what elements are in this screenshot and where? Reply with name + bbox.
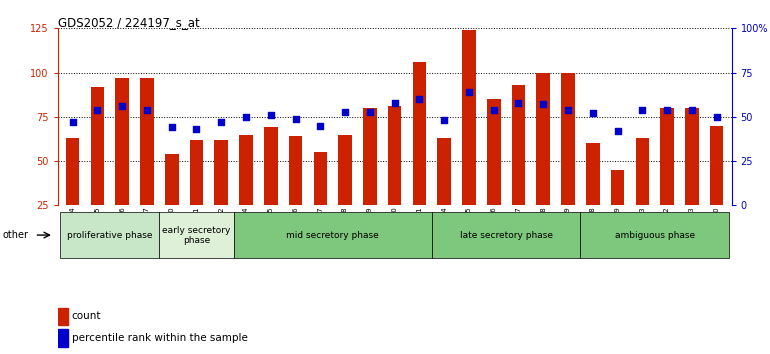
Bar [58,329,68,347]
Bar [537,73,550,205]
Bar [264,127,278,205]
Point [487,107,500,113]
Bar [289,136,303,205]
Point [463,89,475,95]
Point [438,118,450,123]
Point [166,125,178,130]
Point [265,112,277,118]
Bar [511,85,525,205]
Bar [91,87,104,205]
Point [388,100,400,105]
Point [190,126,203,132]
Bar [388,106,401,205]
Bar [214,140,228,205]
Bar [65,138,79,205]
Point [91,107,103,113]
Text: percentile rank within the sample: percentile rank within the sample [72,333,247,343]
Bar [189,140,203,205]
Text: proliferative phase: proliferative phase [67,231,152,240]
Point [512,100,524,105]
Bar [413,62,427,205]
Text: mid secretory phase: mid secretory phase [286,231,379,240]
Point [611,128,624,134]
Point [239,114,252,120]
Bar [685,108,698,205]
Bar [635,138,649,205]
Bar [432,212,581,258]
Point [314,123,326,129]
Bar [487,99,500,205]
Text: GDS2052 / 224197_s_at: GDS2052 / 224197_s_at [58,16,199,29]
Bar [661,108,674,205]
Text: count: count [72,312,101,321]
Bar [140,78,154,205]
Bar [116,78,129,205]
Point [215,119,227,125]
Bar [60,212,159,258]
Point [413,96,426,102]
Point [141,107,153,113]
Point [116,103,129,109]
Bar [561,73,575,205]
Bar [710,126,724,205]
Point [686,107,698,113]
Text: late secretory phase: late secretory phase [460,231,553,240]
Bar [313,152,327,205]
Bar [58,308,68,325]
Bar [239,135,253,205]
Bar [611,170,624,205]
Point [636,107,648,113]
Text: early secretory
phase: early secretory phase [162,226,231,245]
Point [537,102,550,107]
Point [363,109,376,114]
Bar [363,108,377,205]
Point [562,107,574,113]
Bar [437,138,451,205]
Point [661,107,673,113]
Bar [165,154,179,205]
Point [339,109,351,114]
Point [66,119,79,125]
Bar [586,143,600,205]
Bar [159,212,233,258]
Text: ambiguous phase: ambiguous phase [614,231,695,240]
Point [290,116,302,121]
Bar [462,30,476,205]
Bar [338,135,352,205]
Point [587,110,599,116]
Point [711,114,723,120]
Bar [233,212,432,258]
Text: other: other [2,230,28,240]
Bar [581,212,729,258]
